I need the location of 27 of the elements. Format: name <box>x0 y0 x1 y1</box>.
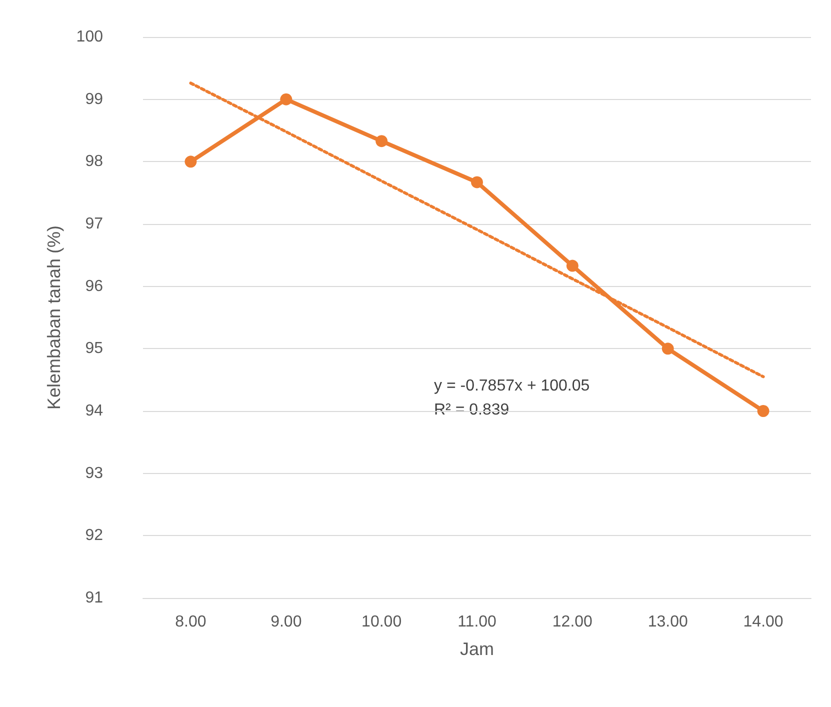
y-tick-label: 94 <box>85 402 104 420</box>
y-axis-title: Kelembaban tanah (%) <box>44 225 64 410</box>
point <box>376 135 388 148</box>
y-tick-label: 95 <box>85 340 104 358</box>
y-tick-label: 93 <box>85 464 104 482</box>
y-tick-label: 97 <box>85 216 104 232</box>
y-tick-label: 92 <box>85 527 104 544</box>
x-tick-label: 13.00 <box>648 614 688 630</box>
x-tick-label: 11.00 <box>458 614 497 630</box>
y-tick-label: 91 <box>85 590 104 606</box>
y-tick-label: 96 <box>85 278 104 295</box>
x-tick-label: 8.00 <box>175 614 206 630</box>
x-tick-label: 12.00 <box>552 614 593 630</box>
point <box>757 405 770 417</box>
annotation: y = -0.7857x + 100.05 <box>434 378 590 394</box>
y-tick-label: 99 <box>85 90 104 108</box>
y-tick-label: 98 <box>85 153 104 170</box>
point <box>280 93 292 106</box>
x-tick-label: 10.00 <box>362 614 402 630</box>
x-tick-label: 9.00 <box>270 614 302 630</box>
point <box>184 156 197 168</box>
x-tick-label: 14.00 <box>743 614 784 630</box>
point <box>566 260 578 272</box>
x-axis-title: Jam <box>460 639 494 659</box>
y-tick-label: 100 <box>76 28 104 46</box>
point <box>471 176 483 188</box>
point <box>662 342 674 355</box>
